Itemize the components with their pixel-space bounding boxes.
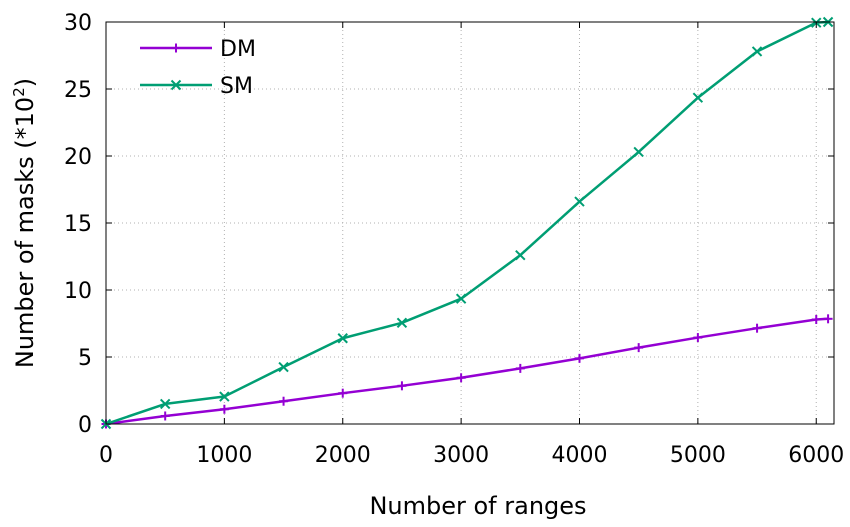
data-point-sm (574, 196, 585, 207)
y-tick-label: 5 (78, 346, 92, 371)
legend-marker-sm (170, 79, 182, 91)
x-tick-label: 0 (99, 443, 113, 468)
data-point-sm (396, 317, 408, 329)
data-point-dm (515, 363, 525, 373)
x-tick-label: 4000 (551, 443, 607, 468)
axes (105, 21, 835, 425)
legend: DM SM (140, 37, 256, 99)
data-point-dm (160, 411, 170, 421)
y-axis-label-close: ) (11, 78, 39, 87)
data-point-sm (633, 146, 644, 158)
y-tick-label: 0 (78, 413, 92, 438)
y-tick-label: 10 (64, 279, 92, 304)
y-axis-label-superscript: 2 (10, 87, 28, 97)
data-point-sm (515, 249, 526, 261)
grid-lines (106, 21, 834, 424)
data-point-sm (751, 46, 763, 57)
data-point-dm (574, 353, 584, 363)
data-point-sm (455, 293, 467, 304)
x-tick-label: 6000 (788, 443, 844, 468)
legend-marker-dm (171, 43, 181, 53)
y-tick-label: 30 (64, 11, 92, 36)
data-point-sm (337, 333, 348, 344)
data-point-sm (692, 92, 704, 103)
legend-label-sm: SM (220, 74, 253, 99)
tick-labels: 0 1000 2000 3000 4000 5000 6000 0 5 10 15 20 25 30 (64, 11, 844, 468)
data-point-dm (811, 314, 821, 324)
x-axis-label: Number of ranges (369, 492, 586, 520)
data-point-dm (338, 388, 348, 398)
data-point-dm (693, 333, 703, 343)
series-layer (100, 16, 834, 430)
data-point-dm (279, 396, 289, 406)
series-line-sm (105, 20, 829, 426)
data-point-dm (634, 343, 644, 353)
data-point-sm (219, 391, 230, 402)
y-axis-label: Number of masks (*102) (10, 78, 39, 368)
x-tick-label: 3000 (433, 443, 489, 468)
x-tick-label: 2000 (315, 443, 371, 468)
series-line-dm (105, 317, 829, 426)
data-point-dm (219, 404, 229, 414)
data-point-dm (397, 381, 407, 391)
data-point-dm (823, 314, 833, 324)
x-tick-label: 5000 (670, 443, 726, 468)
data-point-sm (278, 361, 289, 373)
y-tick-label: 25 (64, 78, 92, 103)
y-tick-label: 15 (64, 212, 92, 237)
x-tick-label: 1000 (196, 443, 252, 468)
y-axis-label-main: Number of masks (*10 (11, 97, 39, 368)
data-point-sm (159, 398, 171, 410)
data-point-dm (752, 323, 762, 333)
y-tick-label: 20 (64, 145, 92, 170)
legend-label-dm: DM (220, 37, 256, 62)
data-point-dm (456, 373, 466, 383)
